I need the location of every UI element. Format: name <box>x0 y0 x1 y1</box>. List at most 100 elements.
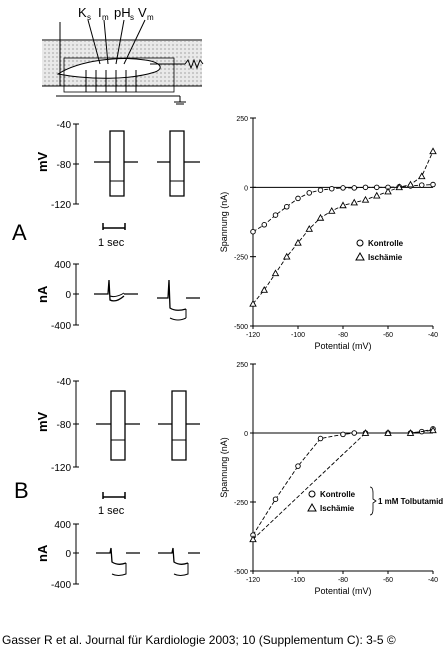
data-point-circle <box>317 435 324 442</box>
legend-marker-triangle <box>307 502 317 512</box>
panel-b-letter: B <box>14 478 29 503</box>
panel-a-na-tick: 0 <box>65 290 71 301</box>
data-point-triangle <box>395 183 404 191</box>
x-tick-label: -120 <box>246 577 260 584</box>
series-line-circle <box>252 428 434 536</box>
panel-a-letter: A <box>12 220 27 245</box>
data-point-circle <box>272 496 279 502</box>
y-tick-label: 0 <box>244 185 248 192</box>
data-point-triangle <box>260 286 269 293</box>
electrode-label-ph: pH <box>114 5 131 20</box>
data-point-circle <box>317 187 324 193</box>
panel-b-time-scale: 1 sec <box>98 505 125 517</box>
experimental-schematic: K s I m pH s V m <box>42 5 204 105</box>
x-tick-label: -60 <box>383 577 393 584</box>
panel-a-na-tick: 400 <box>54 260 71 271</box>
legend-marker-circle <box>308 490 316 498</box>
panel-a-na-tick: -400 <box>51 321 71 332</box>
panel-a-na-label: nA <box>35 285 50 303</box>
data-point-circle <box>284 203 290 210</box>
figure-caption: Gasser R et al. Journal für Kardiologie … <box>2 633 396 647</box>
y-axis-label: Spannung (nA) <box>219 437 229 498</box>
electrode-label-i: I <box>98 5 102 20</box>
x-axis-label: Potential (mV) <box>314 586 371 596</box>
x-axis-label: Potential (mV) <box>314 341 371 351</box>
y-tick-label: 0 <box>244 431 248 438</box>
panel-b-mv-label: mV <box>35 411 50 432</box>
x-tick-label: -120 <box>246 332 260 339</box>
data-point-triangle <box>327 206 336 214</box>
data-point-triangle <box>249 299 257 307</box>
panel-b-na-label: nA <box>35 544 50 562</box>
data-point-triangle <box>294 238 302 246</box>
data-point-circle <box>306 190 313 196</box>
data-point-circle <box>261 222 268 228</box>
panel-b-mv-tick: -80 <box>57 420 72 431</box>
data-point-triangle <box>350 198 359 206</box>
data-point-circle <box>351 430 358 436</box>
series-line-triangle <box>252 429 434 540</box>
panel-a-traces: A -40 -80 -120 mV 1 sec 400 0 -400 nA <box>12 120 200 332</box>
data-point-circle <box>340 431 346 438</box>
y-tick-label: -500 <box>234 569 248 576</box>
data-point-triangle <box>417 172 426 180</box>
data-point-triangle <box>361 195 370 203</box>
data-point-triangle <box>429 147 437 155</box>
electrode-label-k: K <box>78 5 87 20</box>
data-point-triangle <box>384 429 392 436</box>
data-point-circle <box>374 184 380 191</box>
y-axis-label: Spannung (nA) <box>219 192 229 253</box>
data-point-circle <box>430 181 436 188</box>
data-point-triangle <box>372 191 381 199</box>
panel-a-mv-tick: -40 <box>57 120 72 131</box>
x-tick-label: -40 <box>428 332 438 339</box>
legend-note: 1 mM Tolbutamid <box>378 497 443 506</box>
data-point-triangle <box>384 187 392 195</box>
electrode-label-v: V <box>138 5 147 20</box>
panel-b-traces: B -40 -80 -120 mV 1 sec 400 0 -400 nA <box>14 377 200 591</box>
data-point-triangle <box>271 269 280 277</box>
data-point-triangle <box>316 213 325 221</box>
data-point-circle <box>295 195 301 202</box>
data-point-circle <box>362 184 369 191</box>
data-point-triangle <box>305 225 314 232</box>
iv-chart-a: 250 0 -250 -500-120 -100 -80 -60 -40 Potential (… <box>219 116 438 351</box>
data-point-triangle <box>406 429 415 436</box>
x-tick-label: -60 <box>383 332 393 339</box>
data-point-circle <box>329 185 335 192</box>
data-point-circle <box>295 463 301 469</box>
x-tick-label: -100 <box>291 577 305 584</box>
panel-b-mv-tick: -120 <box>51 463 71 474</box>
legend-marker-circle <box>356 239 364 247</box>
data-point-circle <box>351 185 358 191</box>
electrode-label-ph-sub: s <box>130 13 134 22</box>
data-point-triangle <box>361 429 370 436</box>
data-point-circle <box>419 182 425 188</box>
legend-label: Ischämie <box>320 504 355 513</box>
x-tick-label: -80 <box>338 332 348 339</box>
y-tick-label: -250 <box>234 500 248 507</box>
data-point-triangle <box>406 180 415 188</box>
x-tick-label: -40 <box>428 577 438 584</box>
legend-brace <box>369 486 377 516</box>
panel-b-na-tick: 400 <box>54 520 71 531</box>
y-tick-label: 250 <box>236 362 248 369</box>
y-tick-label: -250 <box>234 255 248 262</box>
data-point-triangle <box>249 535 257 543</box>
legend-label: Kontrolle <box>320 490 356 499</box>
data-point-triangle <box>339 201 347 209</box>
data-point-circle <box>340 185 346 191</box>
y-tick-label: -500 <box>234 324 248 331</box>
data-point-triangle <box>282 252 291 260</box>
series-line-triangle <box>252 151 434 305</box>
legend-marker-triangle <box>355 251 365 261</box>
panel-b-mv-tick: -40 <box>57 377 72 388</box>
panel-a-time-scale: 1 sec <box>98 237 125 249</box>
panel-b-na-tick: -400 <box>51 580 71 591</box>
legend-label: Ischämie <box>368 253 403 262</box>
electrode-label-i-sub: m <box>102 13 109 22</box>
panel-b-na-tick: 0 <box>65 549 71 560</box>
data-point-circle <box>272 212 279 218</box>
data-point-circle <box>250 228 256 235</box>
